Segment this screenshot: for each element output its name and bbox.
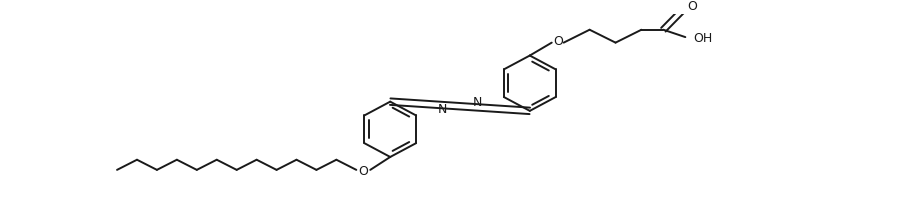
Text: N: N: [472, 96, 482, 109]
Text: OH: OH: [693, 31, 713, 45]
Text: O: O: [687, 0, 697, 13]
Text: O: O: [553, 35, 562, 48]
Text: N: N: [438, 103, 447, 116]
Text: O: O: [359, 165, 368, 178]
